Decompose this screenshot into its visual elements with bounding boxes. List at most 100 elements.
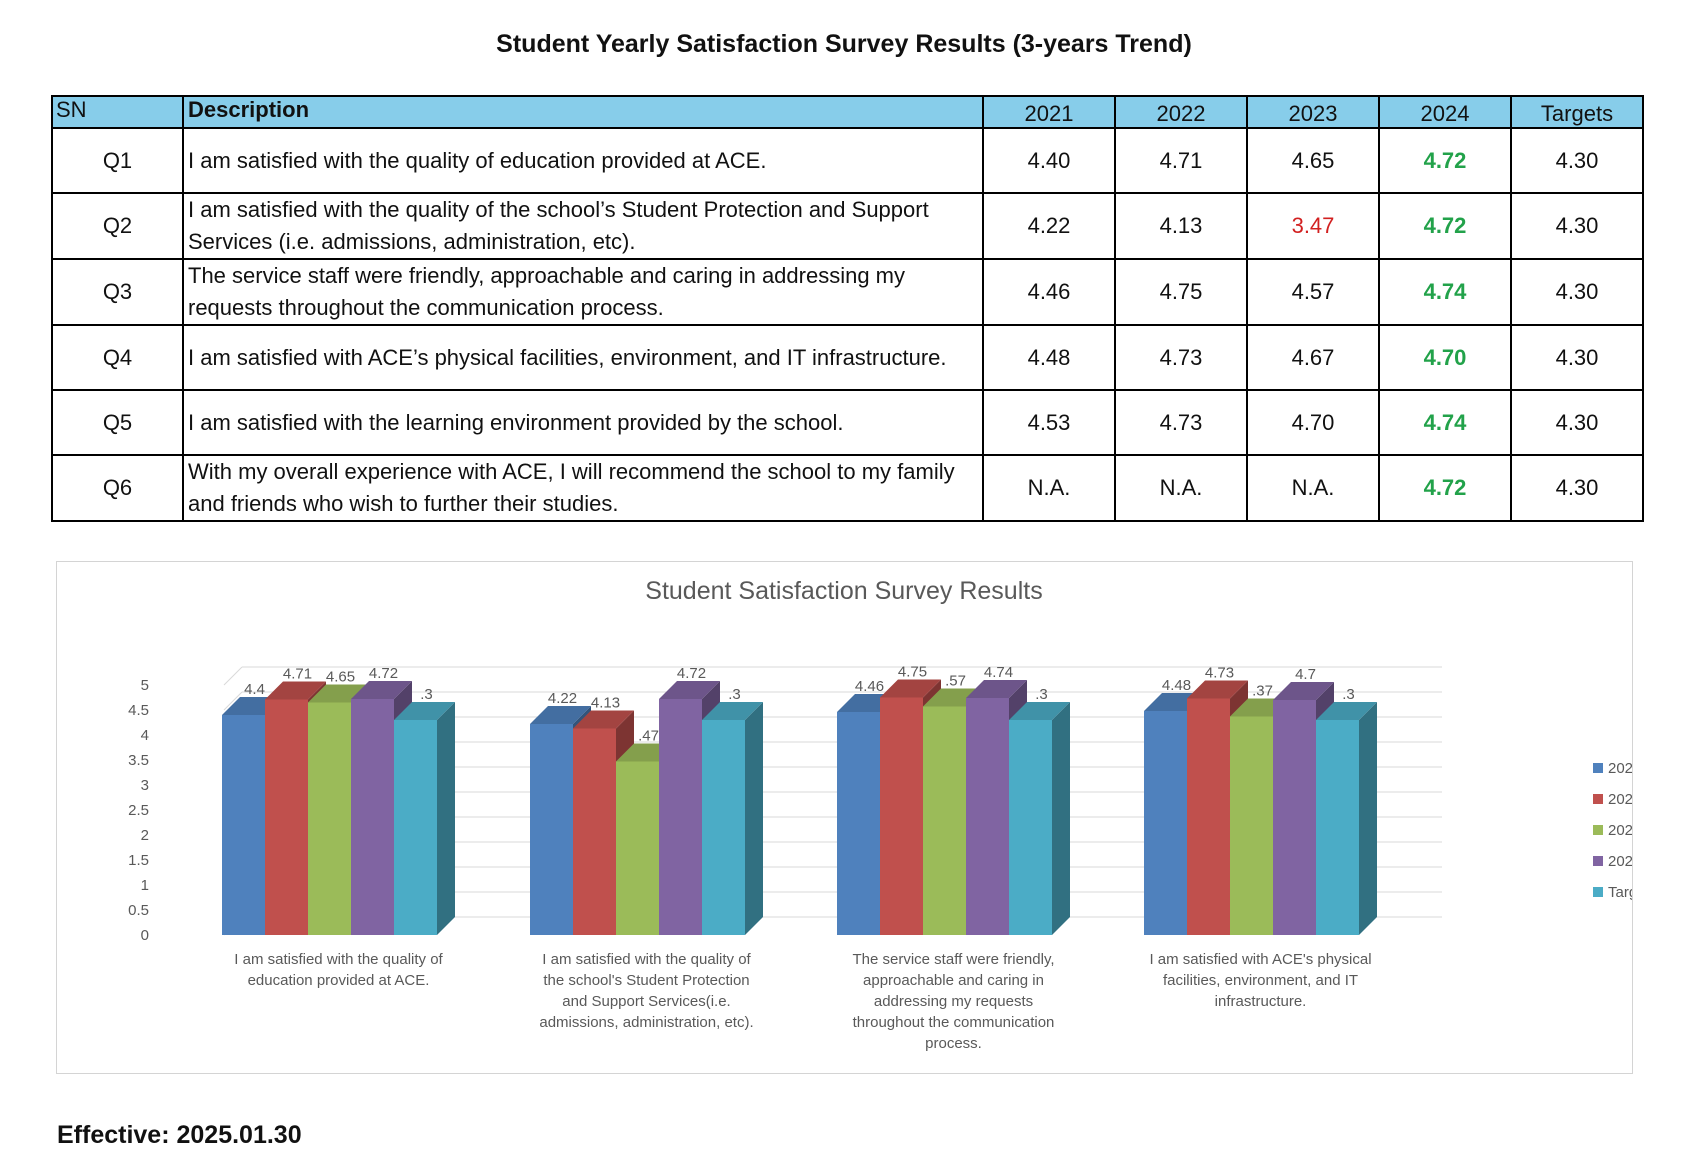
legend-label: 2021 bbox=[1608, 760, 1632, 777]
y-tick-label: 4.5 bbox=[128, 702, 149, 719]
question-id: Q6 bbox=[51, 454, 184, 522]
bar-side bbox=[1052, 702, 1070, 935]
score-2024: 4.74 bbox=[1378, 389, 1512, 456]
bar-top bbox=[351, 681, 412, 699]
data-label: 4.73 bbox=[1205, 665, 1234, 682]
bar-top bbox=[880, 679, 941, 698]
bar-top bbox=[265, 681, 326, 700]
data-label: 4.4 bbox=[244, 681, 265, 698]
bar-top bbox=[394, 702, 455, 720]
y-tick-label: 2 bbox=[141, 827, 149, 844]
score-2022: N.A. bbox=[1114, 454, 1248, 522]
score-2023: N.A. bbox=[1246, 454, 1380, 522]
legend-label: 2024 bbox=[1608, 853, 1632, 870]
score-2023: 3.47 bbox=[1246, 192, 1380, 260]
bar bbox=[265, 699, 308, 935]
question-id: Q3 bbox=[51, 258, 184, 326]
data-label: .47 bbox=[638, 728, 659, 745]
question-id: Q1 bbox=[51, 127, 184, 194]
score-2024: 4.72 bbox=[1378, 127, 1512, 194]
question-description: I am satisfied with the quality of educa… bbox=[182, 127, 984, 194]
category-label: facilities, environment, and IT bbox=[1163, 972, 1358, 989]
effective-date: Effective: 2025.01.30 bbox=[57, 1121, 302, 1149]
category-label: I am satisfied with the quality of bbox=[234, 951, 443, 968]
category-label: the school's Student Protection bbox=[543, 972, 749, 989]
survey-results-table: SN Description 2021 2022 2023 2024 Targe… bbox=[51, 95, 1644, 522]
score-2024: 4.72 bbox=[1378, 454, 1512, 522]
gridline-side bbox=[223, 691, 243, 711]
legend-swatch bbox=[1593, 825, 1603, 835]
data-label: 4.72 bbox=[677, 665, 706, 682]
bar bbox=[880, 697, 923, 935]
bar bbox=[1187, 698, 1230, 935]
bar bbox=[1273, 700, 1316, 935]
gridline-side bbox=[223, 666, 243, 686]
y-tick-label: 5 bbox=[141, 677, 149, 694]
score-2021: 4.40 bbox=[982, 127, 1116, 194]
score-2022: 4.71 bbox=[1114, 127, 1248, 194]
data-label: 4.46 bbox=[855, 678, 884, 695]
table-row: Q2 I am satisfied with the quality of th… bbox=[51, 192, 1644, 260]
score-2021: 4.53 bbox=[982, 389, 1116, 456]
bar-side bbox=[437, 702, 455, 935]
category-label: addressing my requests bbox=[874, 993, 1033, 1010]
question-id: Q2 bbox=[51, 192, 184, 260]
data-label: .3 bbox=[420, 686, 433, 703]
document-title: Student Yearly Satisfaction Survey Resul… bbox=[496, 30, 1192, 58]
satisfaction-bar-chart: Student Satisfaction Survey Results 0 0.5 1… bbox=[128, 577, 1632, 1052]
score-target: 4.30 bbox=[1510, 258, 1644, 326]
score-2022: 4.73 bbox=[1114, 324, 1248, 391]
data-label: .3 bbox=[1035, 686, 1048, 703]
bar bbox=[308, 702, 351, 935]
category-label: process. bbox=[925, 1035, 982, 1052]
header-2022: 2022 bbox=[1114, 95, 1248, 129]
data-label: .3 bbox=[1342, 686, 1355, 703]
bar bbox=[222, 715, 265, 935]
score-2023: 4.67 bbox=[1246, 324, 1380, 391]
bar-top bbox=[1316, 702, 1377, 720]
legend-swatch bbox=[1593, 856, 1603, 866]
header-2021: 2021 bbox=[982, 95, 1116, 129]
bar-top bbox=[1009, 702, 1070, 720]
score-target: 4.30 bbox=[1510, 454, 1644, 522]
y-tick-label: 1 bbox=[141, 877, 149, 894]
bar-top bbox=[659, 681, 720, 699]
satisfaction-chart-container: Student Satisfaction Survey Results 0 0.5 1… bbox=[56, 561, 1633, 1074]
bar bbox=[1009, 720, 1052, 935]
table-row: Q3 The service staff were friendly, appr… bbox=[51, 258, 1644, 326]
score-2021: N.A. bbox=[982, 454, 1116, 522]
header-2024: 2024 bbox=[1378, 95, 1512, 129]
bar bbox=[837, 712, 880, 935]
score-2023: 4.57 bbox=[1246, 258, 1380, 326]
header-sn: SN bbox=[51, 95, 184, 129]
question-description: I am satisfied with ACE’s physical facil… bbox=[182, 324, 984, 391]
score-2023: 4.65 bbox=[1246, 127, 1380, 194]
bar-top bbox=[530, 706, 591, 724]
y-tick-label: 4 bbox=[141, 727, 149, 744]
data-label: 4.72 bbox=[369, 665, 398, 682]
header-2023: 2023 bbox=[1246, 95, 1380, 129]
score-2021: 4.22 bbox=[982, 192, 1116, 260]
question-description: The service staff were friendly, approac… bbox=[182, 258, 984, 326]
bar bbox=[1144, 711, 1187, 935]
bar-top bbox=[966, 680, 1027, 698]
bar bbox=[351, 699, 394, 935]
category-label: admissions, administration, etc). bbox=[539, 1014, 753, 1031]
table-row: Q6 With my overall experience with ACE, … bbox=[51, 454, 1644, 522]
bar-top bbox=[573, 710, 634, 729]
score-2024: 4.74 bbox=[1378, 258, 1512, 326]
score-target: 4.30 bbox=[1510, 127, 1644, 194]
question-id: Q5 bbox=[51, 389, 184, 456]
bar bbox=[659, 699, 702, 935]
data-label: 4.13 bbox=[591, 695, 620, 712]
score-target: 4.30 bbox=[1510, 192, 1644, 260]
data-label: 4.74 bbox=[984, 664, 1013, 681]
score-2024: 4.70 bbox=[1378, 324, 1512, 391]
data-label: 4.48 bbox=[1162, 677, 1191, 694]
score-target: 4.30 bbox=[1510, 324, 1644, 391]
data-label: .57 bbox=[945, 673, 966, 690]
bar bbox=[702, 720, 745, 935]
table-row: Q5 I am satisfied with the learning envi… bbox=[51, 389, 1644, 456]
bar bbox=[966, 698, 1009, 935]
score-2023: 4.70 bbox=[1246, 389, 1380, 456]
